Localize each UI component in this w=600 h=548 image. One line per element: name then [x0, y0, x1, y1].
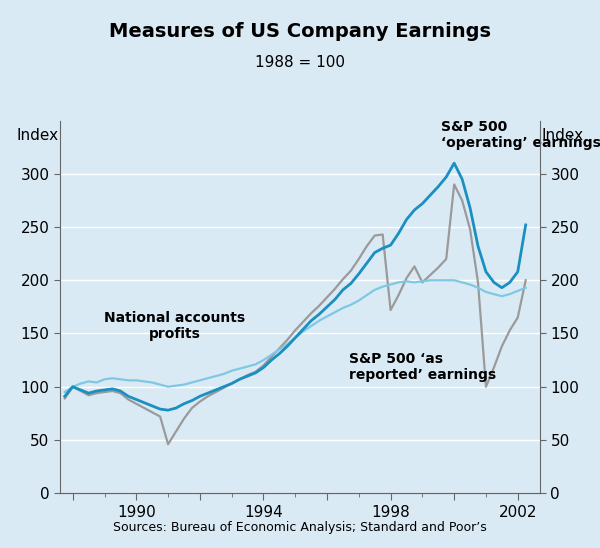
- Text: Measures of US Company Earnings: Measures of US Company Earnings: [109, 22, 491, 41]
- Text: Index: Index: [541, 128, 583, 143]
- Text: National accounts
profits: National accounts profits: [104, 311, 245, 341]
- Text: S&P 500 ‘as
reported’ earnings: S&P 500 ‘as reported’ earnings: [349, 352, 496, 382]
- Text: 1988 = 100: 1988 = 100: [255, 55, 345, 70]
- Text: Sources: Bureau of Economic Analysis; Standard and Poor’s: Sources: Bureau of Economic Analysis; St…: [113, 521, 487, 534]
- Text: Index: Index: [17, 128, 59, 143]
- Text: S&P 500
‘operating’ earnings: S&P 500 ‘operating’ earnings: [442, 120, 600, 150]
